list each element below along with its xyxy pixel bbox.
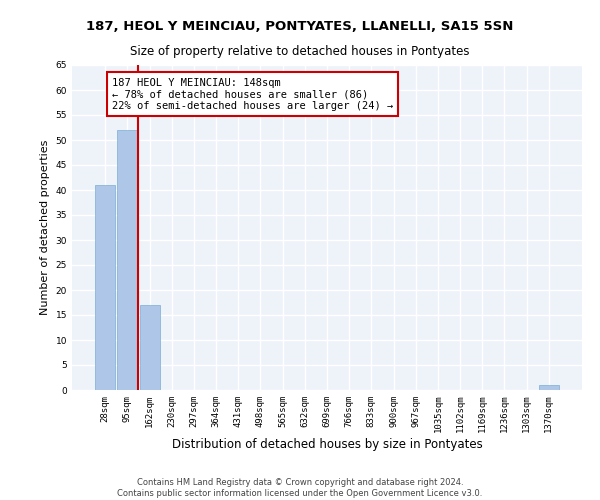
X-axis label: Distribution of detached houses by size in Pontyates: Distribution of detached houses by size … bbox=[172, 438, 482, 451]
Bar bbox=[95, 185, 115, 390]
Bar bbox=[118, 130, 137, 390]
Text: Size of property relative to detached houses in Pontyates: Size of property relative to detached ho… bbox=[130, 45, 470, 58]
Bar bbox=[539, 385, 559, 390]
Bar bbox=[140, 305, 160, 390]
Y-axis label: Number of detached properties: Number of detached properties bbox=[40, 140, 50, 315]
Text: 187 HEOL Y MEINCIAU: 148sqm
← 78% of detached houses are smaller (86)
22% of sem: 187 HEOL Y MEINCIAU: 148sqm ← 78% of det… bbox=[112, 78, 393, 110]
Text: 187, HEOL Y MEINCIAU, PONTYATES, LLANELLI, SA15 5SN: 187, HEOL Y MEINCIAU, PONTYATES, LLANELL… bbox=[86, 20, 514, 33]
Text: Contains HM Land Registry data © Crown copyright and database right 2024.
Contai: Contains HM Land Registry data © Crown c… bbox=[118, 478, 482, 498]
